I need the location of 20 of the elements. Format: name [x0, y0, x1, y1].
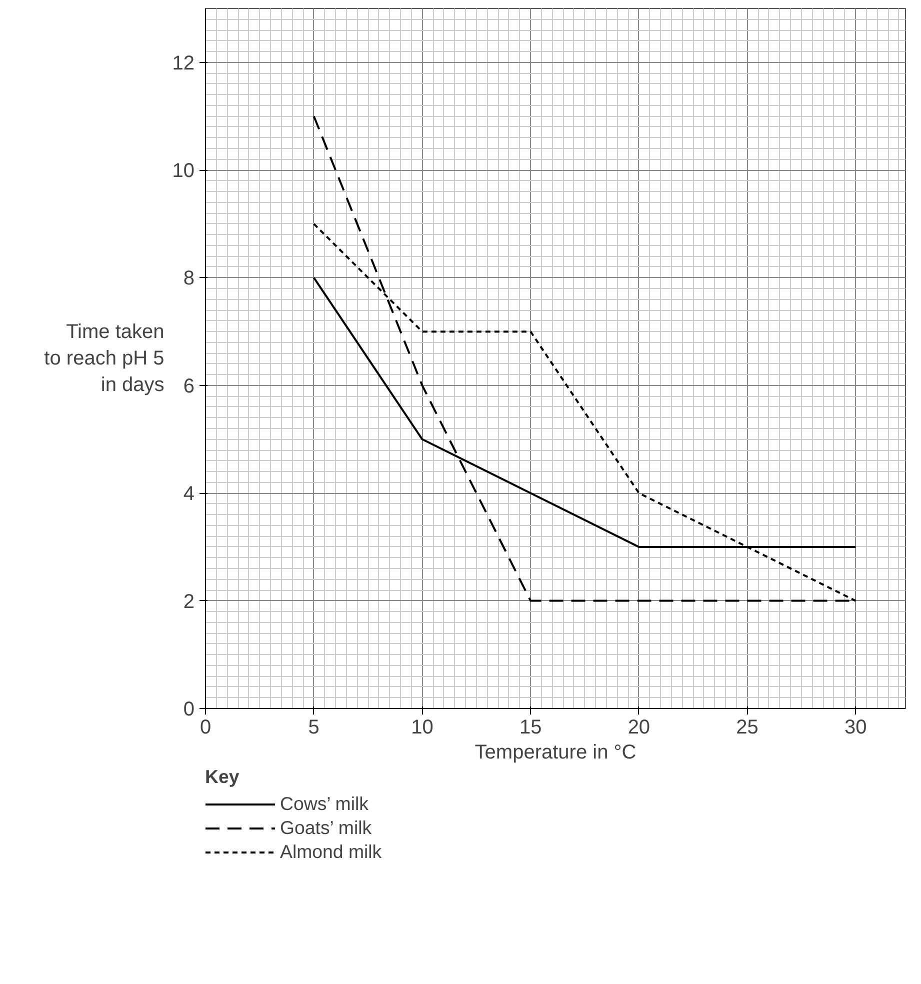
x-tick-label: 30	[844, 716, 867, 738]
x-axis-title: Temperature in °C	[474, 742, 636, 764]
y-tick-label: 6	[183, 375, 194, 398]
y-tick-label: 10	[172, 160, 195, 182]
y-tick-label: 8	[183, 268, 194, 290]
x-tick-label: 0	[200, 716, 212, 738]
y-tick-label: 12	[172, 52, 195, 74]
x-tick-label: 20	[628, 716, 650, 738]
legend-label: Goats’ milk	[280, 817, 372, 839]
x-tick-label: 10	[411, 716, 434, 738]
y-tick-label: 2	[183, 590, 194, 613]
x-tick-label: 15	[519, 716, 542, 738]
y-axis-title: Time taken to reach pH 5 in days	[44, 321, 164, 396]
x-tick-label: 25	[736, 716, 758, 738]
legend-label: Cows’ milk	[280, 793, 368, 815]
legend-label: Almond milk	[280, 841, 382, 863]
y-tick-label: 0	[183, 698, 194, 720]
y-tick-label: 4	[183, 483, 194, 506]
x-tick-label: 5	[308, 716, 320, 738]
legend-title: Key	[205, 766, 240, 788]
